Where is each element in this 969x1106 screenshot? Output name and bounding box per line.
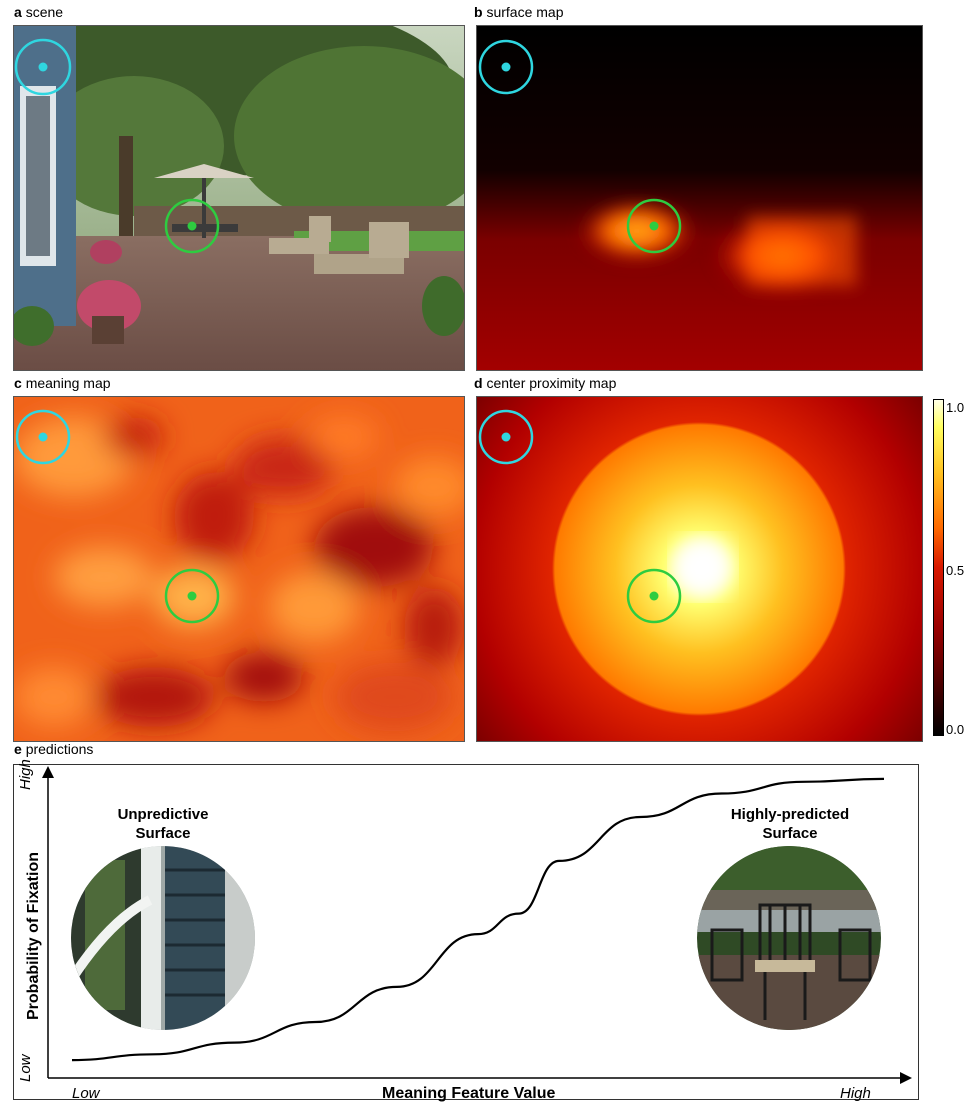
- colorbar-tick-mid: 0.5: [946, 563, 965, 578]
- colorbar: [933, 399, 944, 736]
- unpredictive-marker-d: [478, 409, 534, 465]
- y-tick-low: Low: [17, 1054, 34, 1082]
- colorbar-tick-high: 1.0: [946, 400, 965, 415]
- x-axis-title: Meaning Feature Value: [382, 1085, 556, 1102]
- surface-map: [476, 25, 923, 371]
- colorbar-tick-low: 0.0: [946, 722, 965, 737]
- unpredictive-marker-b: [478, 39, 534, 95]
- highly-predicted-surface-image: [697, 846, 881, 1030]
- unpredictive-callout-title: Unpredictive Surface: [117, 806, 209, 842]
- highly-predicted-callout-title: Highly-predicted Surface: [730, 806, 850, 842]
- predicted-marker-d: [626, 568, 682, 624]
- predicted-marker-a: [164, 198, 220, 254]
- y-tick-high: High: [17, 759, 34, 790]
- fixation-markers: [14, 38, 682, 624]
- x-tick-high: High: [840, 1085, 871, 1102]
- center-proximity-map: [476, 396, 923, 742]
- panel-a-label: a scene: [14, 4, 64, 20]
- panel-e-label: e predictions: [14, 741, 94, 757]
- unpredictive-marker-a: [14, 38, 72, 96]
- unpredictive-surface-image: [71, 846, 255, 1030]
- y-axis-title: Probability of Fixation: [25, 851, 42, 1020]
- x-tick-low: Low: [72, 1085, 100, 1102]
- predicted-marker-c: [164, 568, 220, 624]
- predicted-marker-b: [626, 198, 682, 254]
- unpredictive-marker-c: [15, 409, 71, 465]
- predictions-frame: [13, 764, 919, 1100]
- panel-c-label: c meaning map: [14, 375, 111, 391]
- panel-b-label: b surface map: [474, 4, 564, 20]
- panel-d-label: d center proximity map: [474, 375, 617, 391]
- scene-image: [13, 25, 465, 371]
- prediction-curve: [71, 777, 885, 1062]
